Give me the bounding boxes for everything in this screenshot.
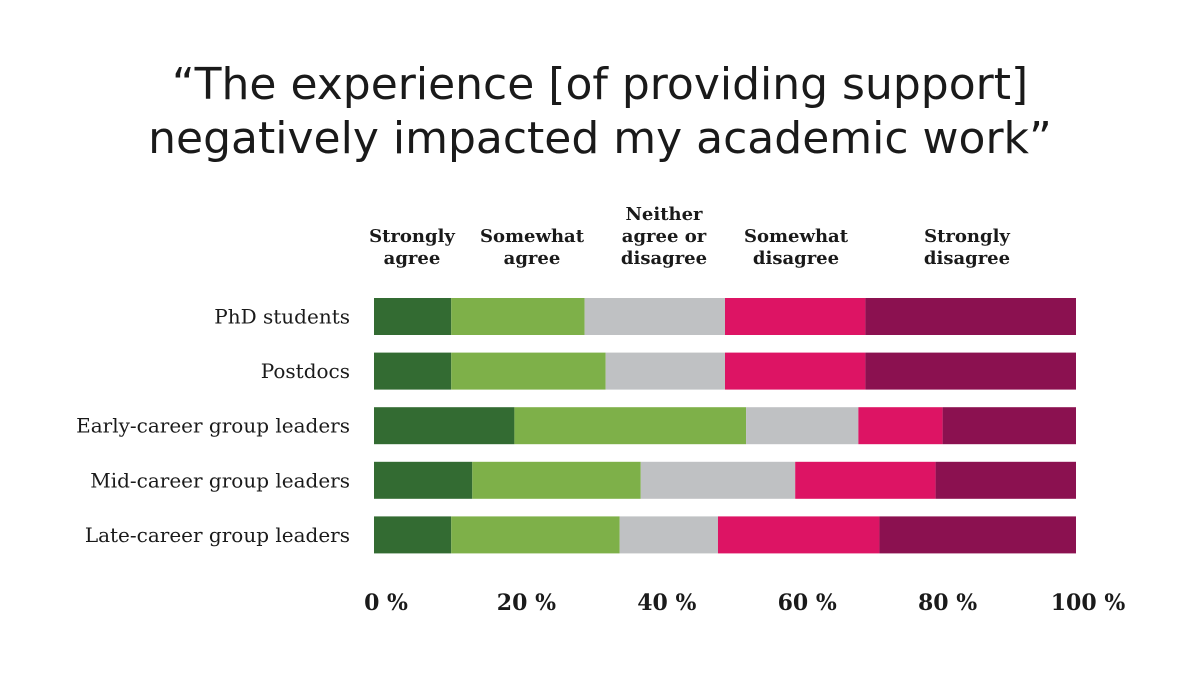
x-tick-label-1: 0 % <box>364 590 408 616</box>
x-tick-label-3: 40 % <box>637 590 696 616</box>
bar-segment-4-2 <box>472 461 641 499</box>
legend-label-4: Somewhat disagree <box>744 226 849 269</box>
legend-label-5: Strongly disagree <box>924 226 1011 269</box>
chart-title-line-2: negatively impacted my academic work” <box>148 113 1052 164</box>
bar-segment-2-5 <box>865 352 1076 390</box>
chart-title: “The experience [of providing support] n… <box>0 58 1200 166</box>
category-label-5: Late-career group leaders <box>85 523 350 547</box>
bar-segment-5-1 <box>374 516 452 554</box>
bar-segment-1-5 <box>865 298 1076 335</box>
bar-segment-2-4 <box>725 352 866 390</box>
legend: Strongly agree Somewhat agree Neither agree o… <box>369 204 1010 269</box>
bar-segment-2-3 <box>605 352 725 390</box>
category-labels: PhD students Postdocs Early-career group l… <box>76 305 350 547</box>
bar-segment-5-2 <box>451 516 620 554</box>
bar-segment-4-1 <box>374 461 473 499</box>
legend-label-2: Somewhat agree <box>480 226 585 269</box>
bar-segment-3-1 <box>374 407 515 445</box>
bar-segment-3-3 <box>746 407 859 445</box>
x-tick-label-2: 20 % <box>497 590 556 616</box>
bar-segment-3-2 <box>514 407 747 445</box>
category-label-2: Postdocs <box>261 359 350 383</box>
x-tick-label-4: 60 % <box>778 590 837 616</box>
legend-label-3: Neither agree or disagree <box>621 204 707 269</box>
bar-segment-1-4 <box>725 298 866 335</box>
category-label-1: PhD students <box>214 305 350 329</box>
bar-segment-3-5 <box>942 407 1076 445</box>
x-tick-label-5: 80 % <box>918 590 977 616</box>
bar-segment-1-2 <box>451 298 585 335</box>
bars <box>374 298 1076 554</box>
bar-segment-2-2 <box>451 352 606 390</box>
bar-segment-2-1 <box>374 352 452 390</box>
category-label-4: Mid-career group leaders <box>90 468 350 492</box>
category-label-3: Early-career group leaders <box>76 414 350 438</box>
bar-segment-4-4 <box>795 461 936 499</box>
legend-label-1: Strongly agree <box>369 226 455 269</box>
bar-segment-1-1 <box>374 298 452 335</box>
bar-segment-1-3 <box>584 298 725 335</box>
bar-segment-3-4 <box>858 407 943 445</box>
bar-segment-5-3 <box>619 516 718 554</box>
x-axis-ticks: 0 % 20 % 40 % 60 % 80 % 100 % <box>364 590 1125 616</box>
bar-segment-5-5 <box>879 516 1076 554</box>
bar-segment-4-5 <box>935 461 1076 499</box>
bar-segment-4-3 <box>640 461 796 499</box>
x-tick-label-6: 100 % <box>1051 590 1126 616</box>
chart-title-line-1: “The experience [of providing support] <box>171 59 1029 110</box>
bar-segment-5-4 <box>717 516 880 554</box>
